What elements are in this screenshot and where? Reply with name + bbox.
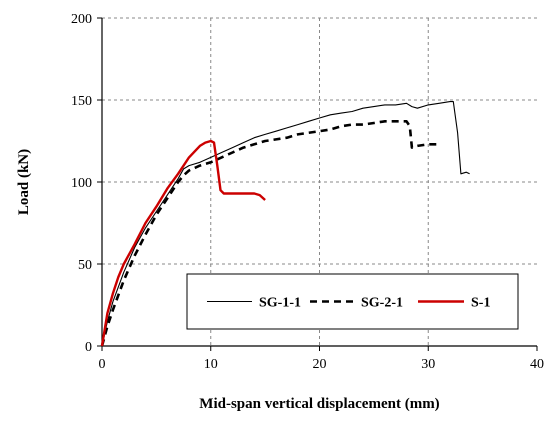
legend-label-sg-1-1: SG-1-1: [259, 296, 301, 311]
tick-labels: 0 10 20 30 40 0 50 100 150 200: [71, 12, 544, 372]
series-line-sg-2-1: [100, 120, 440, 347]
axes: [97, 17, 538, 351]
legend-label-s-1: S-1: [471, 296, 490, 311]
y-tick-label-150: 150: [71, 94, 92, 109]
y-tick-label-100: 100: [71, 176, 92, 191]
legend-label-sg-2-1: SG-2-1: [361, 296, 403, 311]
series-line-s-1: [100, 139, 266, 347]
x-tick-label-40: 40: [530, 357, 544, 372]
x-tick-label-10: 10: [204, 357, 218, 372]
y-tick-label-200: 200: [71, 12, 92, 27]
x-axis-label: Mid-span vertical displacement (mm): [199, 396, 439, 412]
x-tick-label-20: 20: [313, 357, 327, 372]
series-lines: [100, 101, 470, 347]
grid: [102, 17, 537, 346]
x-tick-label-0: 0: [99, 357, 106, 372]
y-tick-label-50: 50: [78, 258, 92, 273]
x-tick-label-30: 30: [421, 357, 435, 372]
legend: SG-1-1 SG-2-1 S-1: [186, 273, 519, 330]
series-line-sg-1-1: [101, 101, 470, 347]
y-tick-label-0: 0: [85, 340, 92, 355]
y-axis-label: Load (kN): [16, 149, 32, 215]
